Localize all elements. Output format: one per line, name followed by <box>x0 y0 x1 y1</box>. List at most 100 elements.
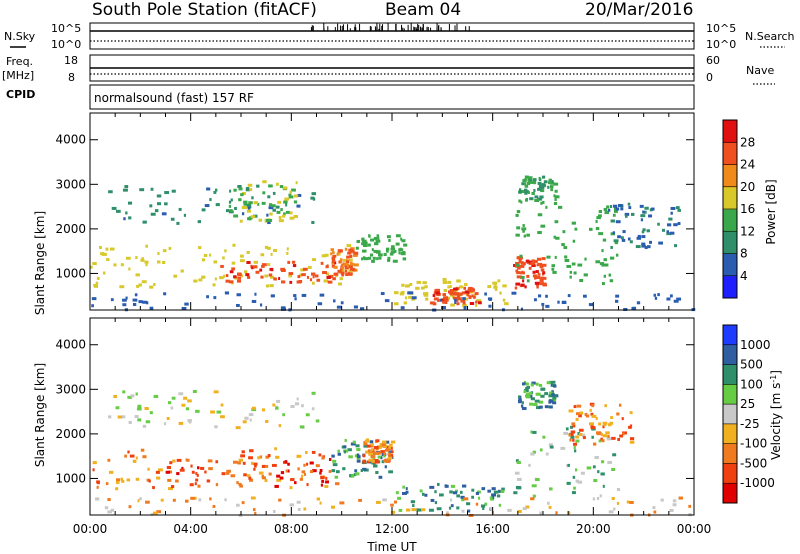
colorbar-segment <box>723 142 737 165</box>
data-cell <box>629 500 634 504</box>
data-cell <box>200 466 205 470</box>
data-cell <box>246 474 251 478</box>
data-cell <box>572 239 576 243</box>
data-cell <box>616 501 620 505</box>
data-cell <box>111 206 117 210</box>
data-cell <box>267 454 271 458</box>
data-cell <box>362 249 367 253</box>
data-cell <box>145 263 148 267</box>
data-cell <box>552 396 557 400</box>
data-cell <box>571 491 576 495</box>
data-cell <box>239 484 243 488</box>
data-cell <box>236 503 240 507</box>
data-cell <box>450 484 456 488</box>
data-cell <box>402 485 405 489</box>
data-cell <box>201 258 206 262</box>
data-cell <box>241 501 245 505</box>
data-cell <box>350 442 356 446</box>
data-cell <box>144 260 149 264</box>
data-cell <box>504 302 509 306</box>
data-cell <box>165 470 171 474</box>
data-cell <box>265 455 270 459</box>
data-cell <box>653 293 656 297</box>
data-cell <box>553 235 556 239</box>
data-cell <box>145 244 148 248</box>
data-cell <box>535 275 541 279</box>
data-cell <box>677 208 681 212</box>
data-cell <box>536 257 542 261</box>
data-cell <box>280 208 283 212</box>
data-cell <box>380 292 385 296</box>
data-cell <box>215 460 219 464</box>
data-cell <box>573 442 578 446</box>
data-cell <box>516 486 522 490</box>
data-cell <box>325 476 328 480</box>
colorbar-segment <box>723 404 737 425</box>
data-cell <box>185 407 190 411</box>
data-cell <box>592 497 595 501</box>
data-cell <box>524 175 529 179</box>
data-cell <box>575 439 580 443</box>
data-cell <box>595 260 601 264</box>
data-cell <box>253 201 258 205</box>
data-cell <box>628 425 632 429</box>
data-cell <box>250 461 254 465</box>
data-cell <box>306 462 309 466</box>
data-cell <box>124 185 129 189</box>
data-cell <box>270 294 275 298</box>
data-cell <box>139 497 142 501</box>
data-cell <box>169 461 173 465</box>
data-cell <box>548 178 552 182</box>
data-cell <box>549 391 553 395</box>
data-cell <box>209 253 212 257</box>
data-cell <box>371 248 374 252</box>
data-cell <box>237 461 241 465</box>
data-cell <box>94 284 99 288</box>
data-cell <box>289 280 293 284</box>
data-cell <box>549 380 554 384</box>
data-cell <box>341 273 345 277</box>
data-cell <box>410 500 416 504</box>
data-cell <box>594 456 599 460</box>
data-cell <box>340 271 345 275</box>
freq-unit-label: [MHz] <box>2 69 34 82</box>
data-cell <box>269 275 275 279</box>
data-cell <box>555 511 558 515</box>
data-cell <box>327 280 333 284</box>
data-cell <box>540 201 543 205</box>
data-cell <box>406 284 411 288</box>
data-cell <box>344 247 348 251</box>
data-cell <box>156 510 162 514</box>
data-cell <box>253 260 259 264</box>
data-cell <box>260 253 265 257</box>
data-cell <box>331 264 336 268</box>
data-cell <box>401 239 406 243</box>
data-cell <box>629 240 633 244</box>
data-cell <box>362 459 367 463</box>
data-cell <box>293 194 299 198</box>
data-cell <box>247 217 252 221</box>
data-cell <box>460 495 465 499</box>
nsky-left-tick-bottom: 10^0 <box>51 38 81 51</box>
data-cell <box>291 188 296 192</box>
data-cell <box>241 450 245 454</box>
data-cell <box>113 263 117 267</box>
data-cell <box>129 454 135 458</box>
data-cell <box>609 204 612 208</box>
data-cell <box>355 444 360 448</box>
data-cell <box>240 454 246 458</box>
data-cell <box>354 251 359 255</box>
data-cell <box>453 296 458 300</box>
data-cell <box>283 200 288 204</box>
data-cell <box>296 397 299 401</box>
data-cell <box>653 510 657 514</box>
data-cell <box>259 455 263 459</box>
data-cell <box>107 458 111 462</box>
data-cell <box>142 300 148 304</box>
data-cell <box>293 200 298 204</box>
data-cell <box>245 273 250 277</box>
data-cell <box>309 470 314 474</box>
data-cell <box>652 506 656 510</box>
data-cell <box>673 223 678 227</box>
data-cell <box>252 508 256 512</box>
